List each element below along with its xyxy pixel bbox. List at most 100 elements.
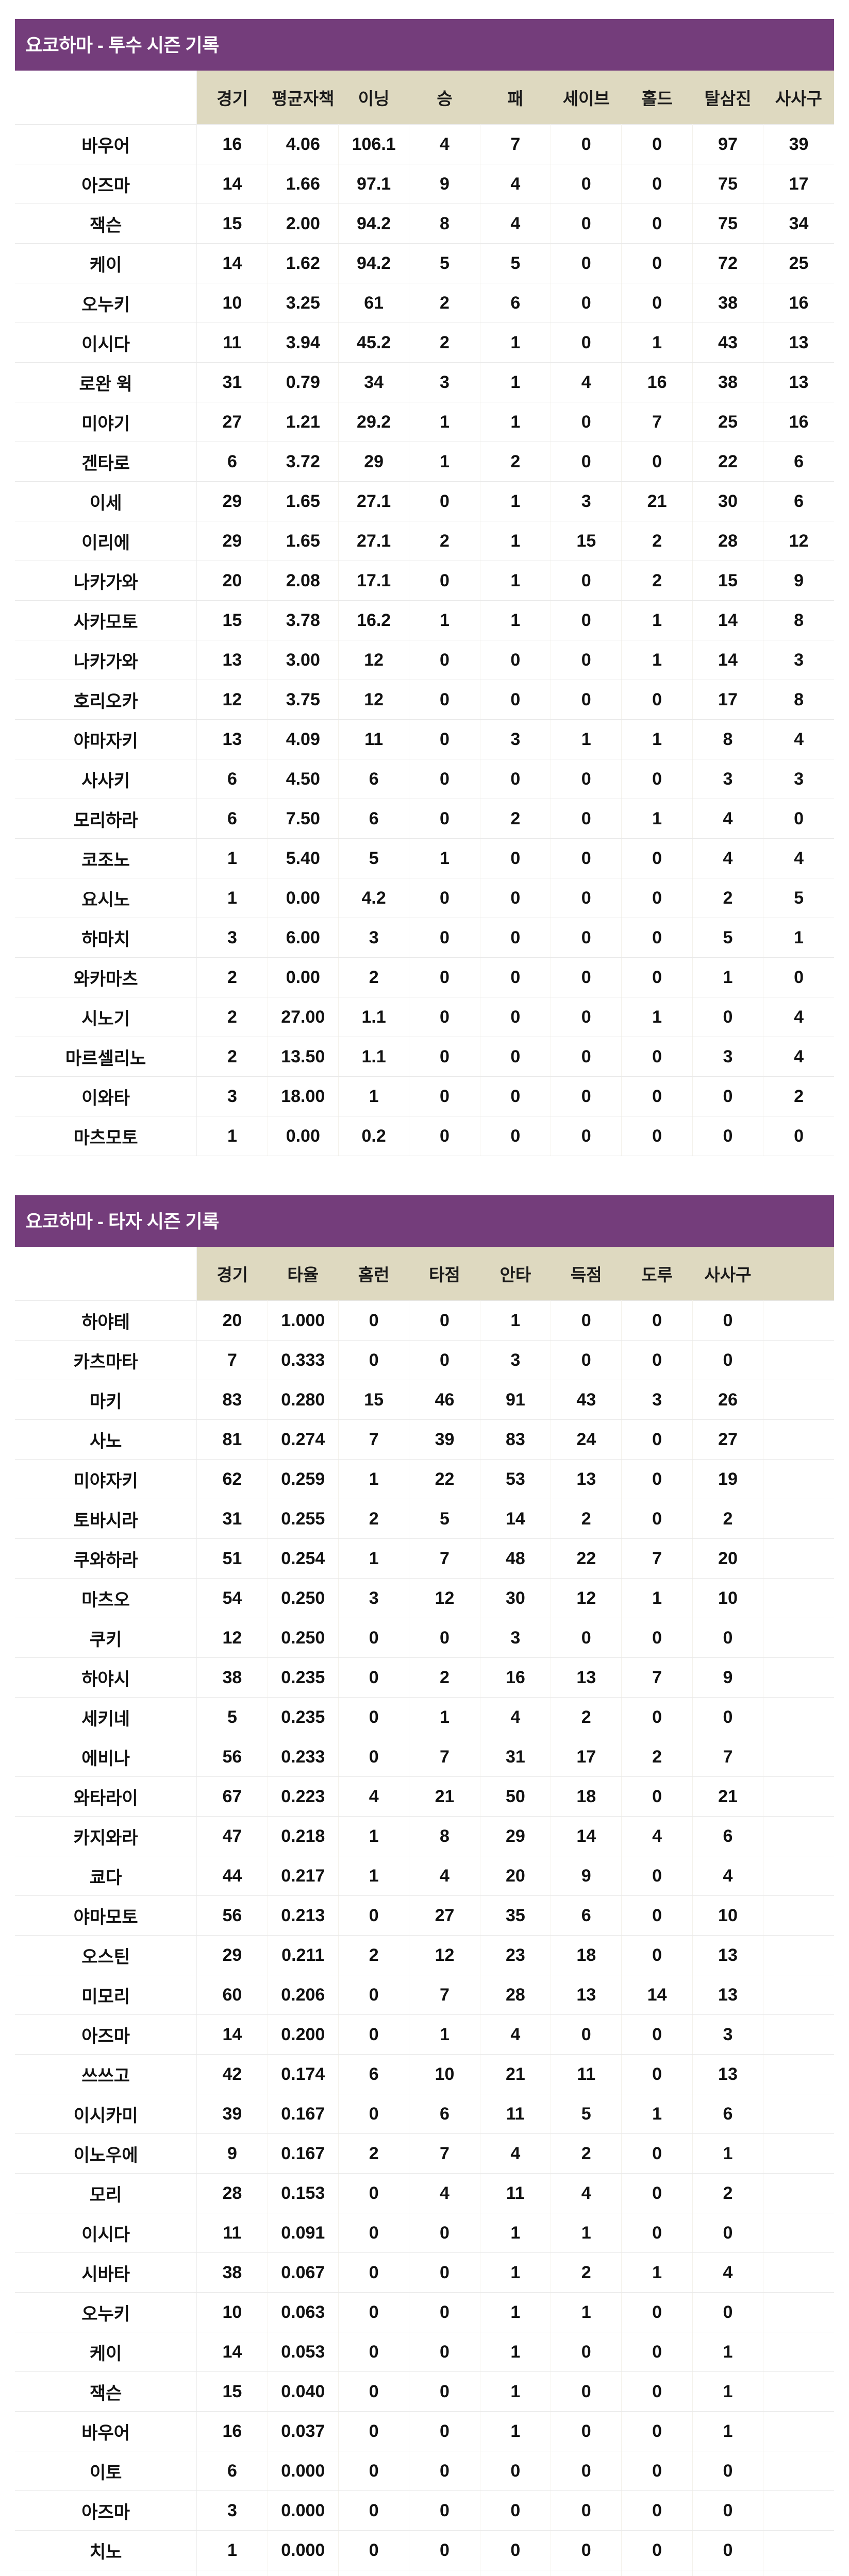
table-row[interactable]: 카츠마타 7 0.333 0 0 3 0 0 0 [15,1340,834,1380]
stat-cell-도루: 0 [621,1459,693,1499]
table-row[interactable]: 와타라이 67 0.223 4 21 50 18 0 21 [15,1776,834,1817]
stat-cell-홈런: 2 [338,1935,410,1975]
table-row[interactable]: 야마모토 56 0.213 0 27 35 6 0 10 [15,1895,834,1936]
stat-cell-blank [763,1697,834,1737]
table-row[interactable]: 야마자키 13 4.09 11 0 3 1 1 8 4 [15,719,834,759]
table-row[interactable]: 케이 14 0.053 0 0 1 0 0 1 [15,2332,834,2372]
player-name: 하야시 [15,1657,197,1698]
stat-cell-세이브: 0 [551,283,622,323]
player-name: 코조노 [15,838,197,878]
table-row[interactable]: 잭슨 15 2.00 94.2 8 4 0 0 75 34 [15,204,834,244]
stat-cell-blank [763,2411,834,2451]
batting-header-row: 경기 타율 홈런 타점 안타 득점 도루 사사구 [15,1247,834,1301]
table-row[interactable]: 사카모토 15 3.78 16.2 1 1 0 1 14 8 [15,600,834,640]
stat-cell-도루: 1 [621,1578,693,1618]
table-row[interactable]: 오스틴 29 0.211 2 12 23 18 0 13 [15,1935,834,1975]
table-row[interactable]: 이시다 11 3.94 45.2 2 1 0 1 43 13 [15,323,834,363]
stat-cell-득점: 43 [551,1380,622,1420]
table-row[interactable]: 오누키 10 3.25 61 2 6 0 0 38 16 [15,283,834,323]
table-row[interactable]: 미야자키 62 0.259 1 22 53 13 0 19 [15,1459,834,1499]
table-row[interactable]: 모리하라 6 7.50 6 0 2 0 1 4 0 [15,799,834,839]
table-row[interactable]: 시바타 38 0.067 0 0 1 2 1 4 [15,2252,834,2293]
table-row[interactable]: 마르셀리노 2 13.50 1.1 0 0 0 0 3 4 [15,1037,834,1077]
table-row[interactable]: 하야시 38 0.235 0 2 16 13 7 9 [15,1657,834,1698]
table-row[interactable]: 나카가와 20 2.08 17.1 0 1 0 2 15 9 [15,561,834,601]
table-row[interactable]: 호리오카 12 3.75 12 0 0 0 0 17 8 [15,680,834,720]
table-row[interactable]: 잭슨 15 0.040 0 0 1 0 0 1 [15,2371,834,2412]
table-row[interactable]: 에비나 56 0.233 0 7 31 17 2 7 [15,1737,834,1777]
stat-cell-패: 7 [480,124,552,164]
table-row[interactable]: 바우어 16 0.037 0 0 1 0 0 1 [15,2411,834,2451]
stat-cell-타점: 0 [409,1300,480,1341]
stat-cell-타점: 7 [409,1538,480,1579]
table-row[interactable]: 바우어 16 4.06 106.1 4 7 0 0 97 39 [15,124,834,164]
table-row[interactable]: 쿄다 44 0.217 1 4 20 9 0 4 [15,1856,834,1896]
stat-cell-승: 0 [409,957,480,997]
stat-cell-득점: 9 [551,1856,622,1896]
table-row[interactable]: 오누키 10 0.063 0 0 1 1 0 0 [15,2292,834,2332]
table-row[interactable]: 마츠오 54 0.250 3 12 30 12 1 10 [15,1578,834,1618]
stat-cell-blank [763,1895,834,1936]
table-row[interactable]: 하야테 20 1.000 0 0 1 0 0 0 [15,1300,834,1341]
stat-cell-득점: 18 [551,1776,622,1817]
batting-table-body: 하야테 20 1.000 0 0 1 0 0 0 카츠마타 7 0.333 0 0 3 0 0 0 마키 83 0.28… [15,1300,834,2576]
stat-cell-타율: 0.255 [268,1499,339,1539]
player-name: 쿠와하라 [15,1538,197,1579]
stat-cell-타점: 21 [409,1776,480,1817]
stat-cell-도루: 0 [621,2213,693,2253]
table-row[interactable]: 치노 1 0.000 0 0 0 0 0 0 [15,2530,834,2570]
table-row[interactable]: 아즈마 3 0.000 0 0 0 0 0 0 [15,2490,834,2531]
stat-cell-패: 1 [480,362,552,402]
stat-cell-타점: 22 [409,1459,480,1499]
table-row[interactable]: 코조노 1 5.40 5 1 0 0 0 4 4 [15,838,834,878]
table-row[interactable]: 로완 윅 31 0.79 34 3 1 4 16 38 13 [15,362,834,402]
table-row[interactable]: 세키네 5 0.235 0 1 4 2 0 0 [15,1697,834,1737]
table-row[interactable]: 토바시라 31 0.255 2 5 14 2 0 2 [15,1499,834,1539]
table-row[interactable]: 아즈마 14 0.200 0 1 4 0 0 3 [15,2014,834,2055]
table-row[interactable]: 카지와라 47 0.218 1 8 29 14 4 6 [15,1816,834,1856]
stat-cell-사사구: 20 [692,1538,764,1579]
stat-cell-blank [763,1538,834,1579]
table-row[interactable]: 이시카미 39 0.167 0 6 11 5 1 6 [15,2094,834,2134]
table-row[interactable]: 이시다 11 0.091 0 0 1 1 0 0 [15,2213,834,2253]
stat-cell-패: 1 [480,600,552,640]
table-row[interactable]: 사노 81 0.274 7 39 83 24 0 27 [15,1419,834,1460]
table-row[interactable]: 이리에 29 1.65 27.1 2 1 15 2 28 12 [15,521,834,561]
player-name: 마츠모토 [15,1116,197,1156]
table-row[interactable]: 하마치 3 6.00 3 0 0 0 0 5 1 [15,918,834,958]
stat-cell-이닝: 106.1 [338,124,410,164]
stat-cell-승: 8 [409,204,480,244]
table-row[interactable]: 와카마츠 2 0.00 2 0 0 0 0 1 0 [15,957,834,997]
stat-cell-사사구: 4 [763,719,834,759]
table-row[interactable]: 겐타로 6 3.72 29 1 2 0 0 22 6 [15,442,834,482]
table-row[interactable]: 쓰쓰고 42 0.174 6 10 21 11 0 13 [15,2054,834,2094]
stat-cell-홈런: 0 [338,1975,410,2015]
table-row[interactable]: 요시노 1 0.00 4.2 0 0 0 0 2 5 [15,878,834,918]
table-row[interactable]: 마츠모토 1 0.00 0.2 0 0 0 0 0 0 [15,1116,834,1156]
stat-cell-승: 0 [409,719,480,759]
table-row[interactable]: 미야기 27 1.21 29.2 1 1 0 7 25 16 [15,402,834,442]
table-row[interactable]: 이노우에 9 0.167 2 7 4 2 0 1 [15,2133,834,2174]
table-row[interactable]: 카미카토250.000000111 [15,2570,834,2576]
table-row[interactable]: 시노기 2 27.00 1.1 0 0 0 1 0 4 [15,997,834,1037]
table-row[interactable]: 모리 28 0.153 0 4 11 4 0 2 [15,2173,834,2213]
table-row[interactable]: 쿠와하라 51 0.254 1 7 48 22 7 20 [15,1538,834,1579]
table-row[interactable]: 이와타 3 18.00 1 0 0 0 0 0 2 [15,1076,834,1116]
stat-cell-승: 2 [409,521,480,561]
stat-cell-사사구: 16 [763,402,834,442]
stat-cell-안타: 1 [480,1300,552,1341]
stat-cell-경기: 7 [196,1340,268,1380]
stat-cell-사사구: 16 [763,283,834,323]
table-row[interactable]: 나카가와 13 3.00 12 0 0 0 1 14 3 [15,640,834,680]
table-row[interactable]: 아즈마 14 1.66 97.1 9 4 0 0 75 17 [15,164,834,204]
stat-cell-승: 0 [409,640,480,680]
table-row[interactable]: 이토 6 0.000 0 0 0 0 0 0 [15,2451,834,2491]
table-row[interactable]: 마키 83 0.280 15 46 91 43 3 26 [15,1380,834,1420]
stat-cell-사사구: 3 [692,2014,764,2055]
table-row[interactable]: 쿠키 12 0.250 0 0 3 0 0 0 [15,1618,834,1658]
player-name: 이시카미 [15,2094,197,2134]
table-row[interactable]: 케이 14 1.62 94.2 5 5 0 0 72 25 [15,243,834,283]
table-row[interactable]: 미모리 60 0.206 0 7 28 13 14 13 [15,1975,834,2015]
table-row[interactable]: 이세 29 1.65 27.1 0 1 3 21 30 6 [15,481,834,521]
table-row[interactable]: 사사키 6 4.50 6 0 0 0 0 3 3 [15,759,834,799]
